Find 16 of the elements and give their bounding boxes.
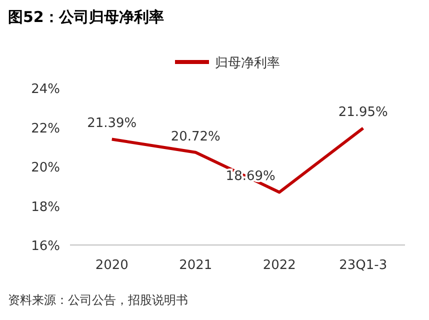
y-tick-label: 16% [31,239,60,254]
data-label: 20.72% [170,129,220,144]
text: 资料来源：公司公告，招股说明书 [8,293,188,307]
x-tick-label: 23Q1-3 [339,258,388,273]
y-tick-label: 22% [31,121,60,136]
y-tick-label: 18% [31,200,60,215]
x-tick-label: 2020 [95,258,128,273]
y-tick-label: 20% [31,160,60,176]
x-tick-label: 2022 [262,258,296,273]
y-tick-label: 24% [31,82,60,97]
line-series [110,126,365,194]
x-tick-label: 2021 [179,258,212,273]
data-label: 21.95% [338,105,388,120]
data-label: 21.39% [87,116,137,132]
chart-title: 图52：公司归母净利率 [8,8,164,26]
legend-label: 归母净利率 [215,55,280,71]
